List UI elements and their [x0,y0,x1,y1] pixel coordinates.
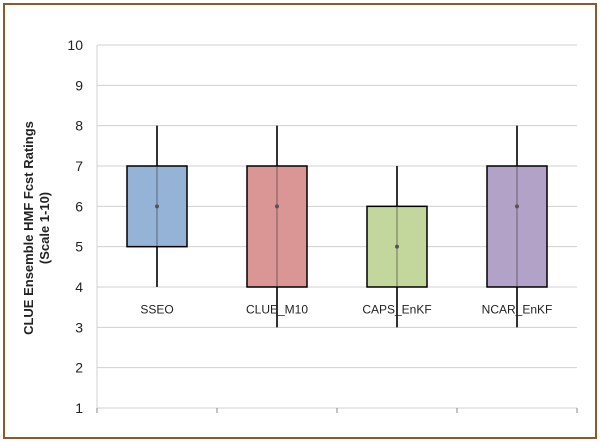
box-caps-enkf [366,166,428,328]
y-axis-ticks: 1 2 3 4 5 6 7 8 9 10 [67,37,83,416]
y-tick-label: 7 [75,158,83,174]
y-tick-label: 1 [75,400,83,416]
box-sseo [126,125,188,287]
category-labels: SSEO CLUE_M10 CAPS_EnKF NCAR_EnKF [140,302,552,316]
y-tick-label: 10 [67,37,83,53]
box-clue-m10 [246,125,308,328]
y-axis-title: CLUE Ensemble HMF Fcst Ratings [21,121,36,335]
median-marker [515,204,519,209]
y-axis-subtitle: (Scale 1-10) [37,192,52,264]
y-tick-label: 9 [75,77,83,93]
y-tick-label: 2 [75,360,83,376]
median-marker [395,244,399,249]
y-tick-label: 3 [75,319,83,335]
median-marker [275,204,279,209]
category-label: NCAR_EnKF [482,302,553,316]
chart-frame: 1 2 3 4 5 6 7 8 9 10 SSEO CLUE_M10 CAPS_EnKF NCAR_En… [3,3,597,439]
box-plot-chart: 1 2 3 4 5 6 7 8 9 10 SSEO CLUE_M10 CAPS_EnKF NCAR_En… [21,37,578,416]
boxes [126,125,548,328]
category-label: CAPS_EnKF [362,302,431,316]
category-label: CLUE_M10 [246,302,308,316]
y-tick-label: 8 [75,118,83,134]
box-ncar-enkf [486,125,548,328]
y-tick-label: 5 [75,239,83,255]
y-tick-label: 4 [75,279,83,295]
category-label: SSEO [140,302,173,316]
median-marker [155,204,159,209]
y-tick-label: 6 [75,198,83,214]
